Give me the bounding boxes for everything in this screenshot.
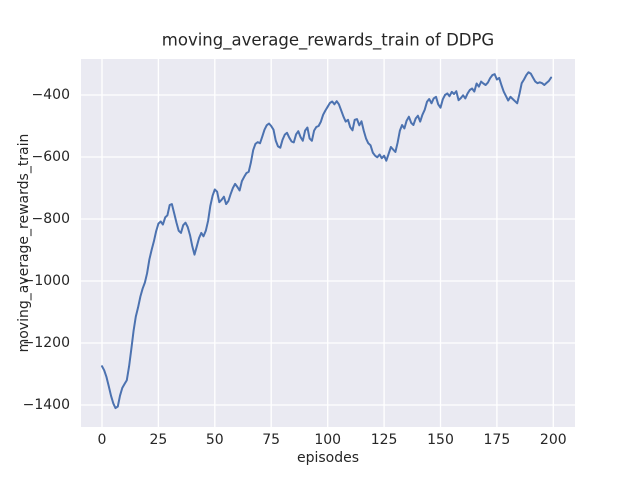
x-tick-label: 175: [483, 432, 511, 448]
y-tick-label: −800: [31, 211, 70, 227]
x-tick-label: 0: [97, 432, 107, 448]
x-axis-label: episodes: [296, 450, 360, 466]
x-tick-label: 75: [262, 432, 281, 448]
chart-title: moving_average_rewards_train of DDPG: [161, 30, 495, 50]
y-tick-label: −1000: [22, 273, 70, 289]
grid-lines: [81, 59, 575, 427]
x-tick-label: 150: [427, 432, 454, 448]
x-tick-label: 50: [205, 432, 224, 448]
series-line: [101, 71, 553, 410]
x-tick-label: 25: [149, 432, 168, 448]
y-tick-label: −400: [31, 87, 70, 103]
x-tick-label: 125: [370, 432, 398, 448]
y-axis-label: moving_average_rewards_train: [16, 133, 32, 353]
x-tick-label: 200: [539, 432, 567, 448]
y-tick-label: −1200: [22, 335, 70, 351]
x-tick-label: 100: [314, 432, 342, 448]
y-tick-label: −1400: [22, 397, 70, 413]
y-tick-label: −600: [31, 149, 70, 165]
